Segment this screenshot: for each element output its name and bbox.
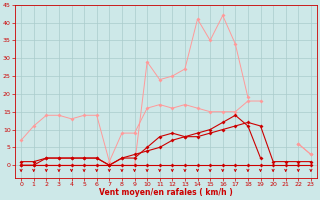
X-axis label: Vent moyen/en rafales ( km/h ): Vent moyen/en rafales ( km/h ) <box>99 188 233 197</box>
